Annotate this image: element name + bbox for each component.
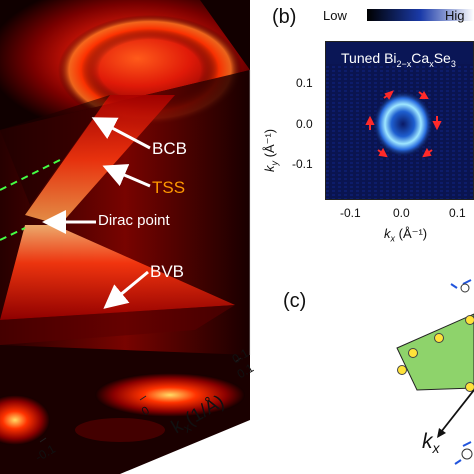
title-part-e: Se [433, 50, 451, 66]
ky-unit: (Å⁻¹) [262, 128, 277, 161]
kx-tick-0-0: 0.0 [393, 206, 410, 220]
tss-label: TSS [152, 178, 186, 197]
kx-b-axis-label: kx (Å⁻¹) [384, 226, 427, 244]
title-part-a: Tuned Bi [341, 50, 397, 66]
dirac-point-label: Dirac point [98, 212, 170, 229]
ky-tick-neg-0-1: -0.1 [292, 157, 313, 171]
panel-b-title: Tuned Bi2−xCaxSe3 [341, 50, 456, 69]
kx-tick-0-1: 0.1 [449, 206, 466, 220]
panel-c-tag: (c) [283, 290, 307, 312]
ky-tick-0-1: 0.1 [296, 76, 313, 90]
title-part-b: 2−x [396, 58, 412, 69]
kx-tick-neg-0-1: -0.1 [340, 206, 361, 220]
panel-c-kx-label: kx [422, 430, 440, 456]
title-part-c: Ca [411, 50, 430, 66]
bvb-label: BVB [150, 262, 185, 281]
kxc-sub: x [432, 440, 440, 457]
title-part-f: 3 [450, 58, 456, 69]
ky-sub: y [269, 161, 280, 166]
panel-b-map [326, 42, 474, 200]
colorbar-high: Hig [445, 8, 465, 23]
ky-main: k [262, 165, 277, 173]
kxb-sub: x [390, 233, 396, 244]
kxc-main: k [422, 430, 433, 453]
ky-tick-0-0: 0.0 [296, 117, 313, 131]
panel-c-diagram [396, 279, 474, 465]
kxb-main: k [384, 226, 391, 241]
colorbar-low: Low [323, 8, 347, 23]
panel-a-cube [0, 0, 251, 474]
ky-axis-label: ky (Å⁻¹) [262, 129, 280, 172]
bcb-label: BCB [152, 139, 187, 158]
kxb-unit: (Å⁻¹) [395, 226, 428, 241]
colorbar [367, 9, 474, 21]
title-part-d: x [429, 58, 434, 69]
panel-b-tag: (b) [272, 6, 297, 28]
